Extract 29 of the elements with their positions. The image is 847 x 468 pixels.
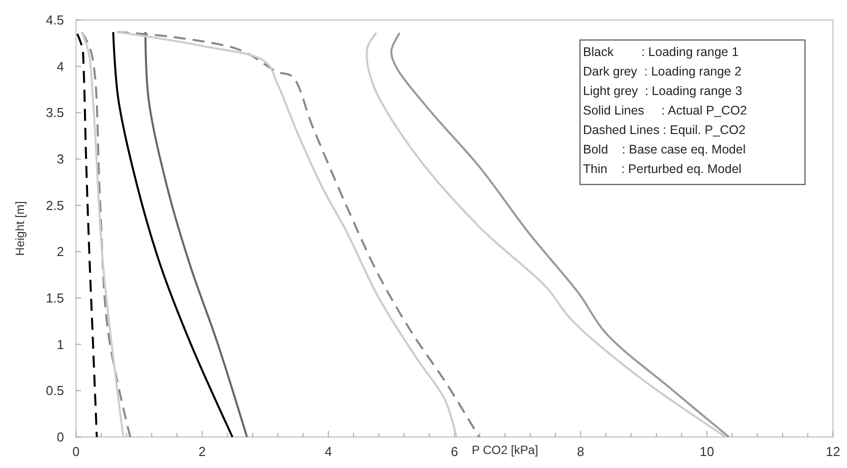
- x-tick-label: 0: [72, 444, 80, 459]
- y-tick-label: 4: [56, 58, 64, 74]
- y-tick-label: 1: [56, 336, 64, 352]
- x-tick-label: 4: [324, 444, 332, 459]
- y-tick-label: 2.5: [46, 198, 64, 213]
- y-tick-label: 2: [56, 244, 64, 260]
- x-tick-label: 6: [450, 444, 458, 459]
- y-tick-label: 0.5: [46, 383, 64, 398]
- y-tick-label: 4.5: [46, 12, 64, 28]
- annotation: Light grey : Loading range 3: [583, 84, 742, 98]
- y-tick-label: 0: [56, 430, 64, 445]
- x-axis-title: P CO2 [kPa]: [472, 443, 538, 457]
- x-tick-label: 2: [198, 444, 206, 459]
- annotation: Thin : Perturbed eq. Model: [583, 162, 742, 176]
- line-series: [112, 31, 234, 438]
- y-axis-title: Height [m]: [13, 201, 27, 256]
- x-tick-label: 8: [577, 444, 584, 459]
- annotation: Solid Lines : Actual P_CO2: [583, 104, 748, 118]
- x-tick-label: 10: [700, 444, 714, 459]
- annotation: Dashed Lines : Equil. P_CO2: [583, 123, 746, 137]
- line-series: [76, 32, 98, 438]
- y-tick-label: 1.5: [46, 290, 64, 306]
- annotation: Dark grey : Loading range 2: [583, 64, 742, 78]
- line-series: [144, 31, 248, 438]
- annotation: Bold : Base case eq. Model: [583, 142, 746, 156]
- x-tick-label: 12: [826, 444, 840, 459]
- y-tick-label: 3.5: [46, 105, 64, 120]
- y-tick-label: 3: [56, 152, 64, 167]
- annotation: Black : Loading range 1: [583, 45, 739, 59]
